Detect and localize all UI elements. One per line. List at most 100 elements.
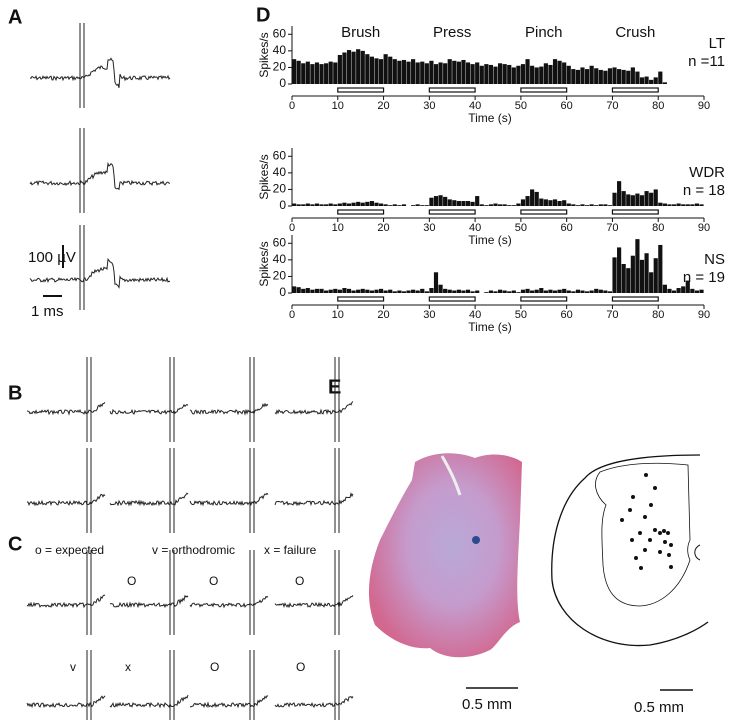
bar [548,64,553,84]
stimulus-period [337,209,385,215]
tissue-detail [440,455,462,496]
bar [401,204,407,206]
x-tick-label: 60 [561,222,573,234]
bar [378,203,384,206]
x-tick-label: 40 [469,100,481,112]
bar [488,290,494,293]
bar [662,203,667,206]
bar [603,70,608,84]
trace-mark: O [295,574,304,588]
bar [507,64,512,84]
bar [296,287,301,293]
bar [534,67,539,84]
stimulus-period [337,296,385,302]
bar [493,203,498,206]
y-tick-label: 20 [273,182,287,196]
bar [465,62,471,84]
bar [333,288,338,293]
bar [502,204,507,206]
chart-subtitle: n = 18 [683,182,725,199]
stimulus-period [520,296,568,302]
bar [292,286,297,293]
bar [516,292,521,293]
neuron-locations [620,473,673,570]
bar [534,289,539,293]
trace [109,694,189,709]
x-tick-label: 70 [606,309,618,321]
scale-label: 100 µV [28,249,76,266]
bar [424,205,429,206]
bar [598,289,603,293]
bar [438,62,443,84]
x-tick-label: 30 [423,100,435,112]
trace [189,492,269,507]
bar [566,203,571,206]
bar [484,205,489,206]
bar [397,205,402,206]
y-tick-label: 20 [273,60,287,74]
bar [456,289,461,293]
section-outline [551,454,709,647]
bar [539,198,544,206]
bar [594,68,599,84]
bar [324,63,329,84]
bar [383,54,388,84]
bar [296,60,301,84]
chart-title: NS [704,251,725,268]
bar [452,200,457,206]
bar [557,201,562,206]
bar [488,64,494,84]
stimulus-period [428,87,476,93]
trace [26,594,106,609]
x-tick-label: 50 [515,309,527,321]
bar [690,204,695,206]
stimulus-period [428,209,476,215]
bar [356,289,361,293]
bar [443,196,448,206]
bar [351,51,356,84]
bar [621,191,626,206]
chart-subtitle: n = 19 [683,269,725,286]
stimulus-label: Crush [615,24,655,41]
y-tick-label: 20 [273,269,287,283]
bar [369,201,374,206]
bar [630,67,635,84]
bar [676,203,681,206]
x-tick-label: 30 [423,309,435,321]
bar [520,199,526,206]
bar [333,62,338,84]
bar [415,62,420,84]
x-tick-label: 80 [652,309,664,321]
bar [314,62,320,84]
bar [589,204,594,206]
bar [397,60,402,84]
bar [493,66,498,84]
bar [594,288,599,293]
bar [525,288,530,293]
bar [607,205,613,206]
bar [626,194,631,206]
bar [676,288,681,293]
bar [328,289,333,293]
bar [406,290,411,293]
bar [420,288,425,293]
trace [26,493,106,507]
bar [580,290,585,293]
bar [337,203,342,206]
bar [690,288,695,293]
bar [433,196,439,206]
stimulus-period [611,87,659,93]
bar [571,291,576,293]
trace [26,402,106,416]
bar [685,280,690,293]
x-tick-label: 70 [606,222,618,234]
bar [612,67,617,84]
bar [539,288,544,293]
bar [296,204,301,206]
y-tick-label: 0 [279,198,286,212]
bar [314,288,320,293]
bar [658,244,663,293]
bar [516,65,521,84]
bar [488,204,494,206]
